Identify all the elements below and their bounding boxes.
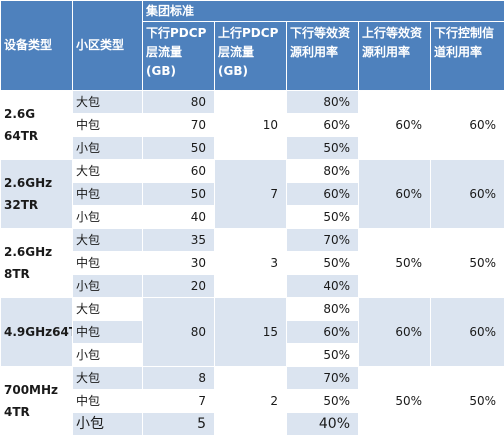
cell-type-cell: 小包 xyxy=(72,274,143,298)
ul-equiv-cell: 60% xyxy=(358,159,431,229)
dl-control-cell: 60% xyxy=(429,159,504,229)
ul-pdcp-cell: 7 xyxy=(214,159,287,229)
table-row: 2.6GHz 32TR 大包 60 7 80% 60% 60% xyxy=(0,159,504,229)
dl-equiv-cell: 50% xyxy=(286,343,359,367)
dl-pdcp-cell: 60 xyxy=(142,159,215,183)
table-row: 小包 5 40% xyxy=(1,412,504,436)
dl-equiv-cell: 50% xyxy=(286,136,359,160)
ul-pdcp-cell: 15 xyxy=(214,297,287,367)
table-row: 700MHz 4TR 大包 8 2 70% 50% 50% xyxy=(0,366,504,436)
device-type-cell: 2.6GHz 8TR xyxy=(0,228,73,298)
cell-type-cell: 大包 xyxy=(72,366,143,390)
dl-pdcp-cell: 40 xyxy=(142,205,215,229)
dl-equiv-cell: 40% xyxy=(286,274,359,298)
cell-type-cell: 大包 xyxy=(72,297,143,321)
dl-pdcp-cell: 70 xyxy=(142,113,215,137)
device-type-cell: 2.6G 64TR xyxy=(0,90,73,160)
ul-pdcp-cell: 10 xyxy=(214,90,287,160)
cell-type-cell: 中包 xyxy=(72,389,143,413)
dl-equiv-cell: 50% xyxy=(286,389,359,413)
header-ul-pdcp: 上行PDCP层流量(GB) xyxy=(214,21,287,91)
dl-equiv-cell: 60% xyxy=(286,320,359,344)
dl-pdcp-cell: 8 xyxy=(142,366,215,390)
table-row: 小包 40 50% xyxy=(1,205,504,229)
dl-equiv-cell: 60% xyxy=(286,113,359,137)
dl-pdcp-cell: 35 xyxy=(142,228,215,252)
cell-type-cell: 中包 xyxy=(72,251,143,275)
cell-type-cell: 大包 xyxy=(72,159,143,183)
cell-type-cell: 小包 xyxy=(72,205,143,229)
table-body: 2.6G 64TR 大包 80 10 80% 60% 60% 中包 70 60%… xyxy=(0,90,504,436)
cell-type-cell: 大包 xyxy=(72,90,143,114)
dl-pdcp-cell: 80 xyxy=(142,297,215,367)
table-header: 设备类型 小区类型 集团标准 下行PDCP层流量(GB) 上行PDCP层流量(G… xyxy=(0,0,504,91)
cell-type-cell: 小包 xyxy=(72,136,143,160)
dl-pdcp-cell: 7 xyxy=(142,389,215,413)
cell-type-cell: 小包 xyxy=(72,412,143,436)
ul-equiv-cell: 60% xyxy=(358,90,431,160)
dl-equiv-cell: 80% xyxy=(286,159,359,183)
table-row: 2.6G 64TR 大包 80 10 80% 60% 60% xyxy=(0,90,504,160)
dl-control-cell: 60% xyxy=(429,90,504,160)
table-row: 小包 50% xyxy=(1,343,504,367)
table-row: 中包 60% xyxy=(1,320,504,344)
device-type-cell: 2.6GHz 32TR xyxy=(0,159,73,229)
header-device-type: 设备类型 xyxy=(0,0,73,91)
dl-equiv-cell: 50% xyxy=(286,205,359,229)
table-row: 小包 20 40% xyxy=(1,274,504,298)
ul-equiv-cell: 50% xyxy=(358,366,431,436)
dl-equiv-cell: 80% xyxy=(286,90,359,114)
ul-equiv-cell: 60% xyxy=(358,297,431,367)
dl-pdcp-cell: 80 xyxy=(142,90,215,114)
header-cell-type: 小区类型 xyxy=(72,0,143,91)
dl-pdcp-cell: 50 xyxy=(142,136,215,160)
table-row: 4.9GHz64TR 大包 80 15 80% 60% 60% xyxy=(0,297,504,367)
header-dl-control-util: 下行控制信道利用率 xyxy=(429,21,504,91)
table-row: 中包 70 60% xyxy=(1,113,504,137)
cell-type-cell: 中包 xyxy=(72,113,143,137)
table-row: 中包 7 50% xyxy=(1,389,504,413)
dl-equiv-cell: 50% xyxy=(286,251,359,275)
header-dl-equiv-util: 下行等效资源利用率 xyxy=(286,21,359,91)
cell-type-cell: 大包 xyxy=(72,228,143,252)
cell-type-cell: 中包 xyxy=(72,320,143,344)
device-type-cell: 700MHz 4TR xyxy=(0,366,73,436)
device-type-cell: 4.9GHz64TR xyxy=(0,297,73,367)
dl-pdcp-cell: 5 xyxy=(142,412,215,436)
cell-type-cell: 中包 xyxy=(72,182,143,206)
dl-control-cell: 50% xyxy=(429,366,504,436)
ul-equiv-cell: 50% xyxy=(358,228,431,298)
header-dl-pdcp: 下行PDCP层流量(GB) xyxy=(142,21,215,91)
dl-equiv-cell: 70% xyxy=(286,228,359,252)
dl-pdcp-cell: 50 xyxy=(142,182,215,206)
header-group-standard: 集团标准 xyxy=(141,0,504,22)
dl-equiv-cell: 80% xyxy=(286,297,359,321)
dl-pdcp-cell: 20 xyxy=(142,274,215,298)
dl-control-cell: 50% xyxy=(429,228,504,298)
table-row: 中包 30 50% xyxy=(1,251,504,275)
cell-type-cell: 小包 xyxy=(72,343,143,367)
table-row: 中包 50 60% xyxy=(1,182,504,206)
dl-control-cell: 60% xyxy=(429,297,504,367)
header-ul-equiv-util: 上行等效资源利用率 xyxy=(358,21,431,91)
dl-equiv-cell: 70% xyxy=(286,366,359,390)
table-row: 2.6GHz 8TR 大包 35 3 70% 50% 50% xyxy=(0,228,504,298)
dl-pdcp-cell: 30 xyxy=(142,251,215,275)
ul-pdcp-cell: 2 xyxy=(214,366,287,436)
ul-pdcp-cell: 3 xyxy=(214,228,287,298)
dl-equiv-cell: 60% xyxy=(286,182,359,206)
dl-equiv-cell: 40% xyxy=(286,412,359,436)
